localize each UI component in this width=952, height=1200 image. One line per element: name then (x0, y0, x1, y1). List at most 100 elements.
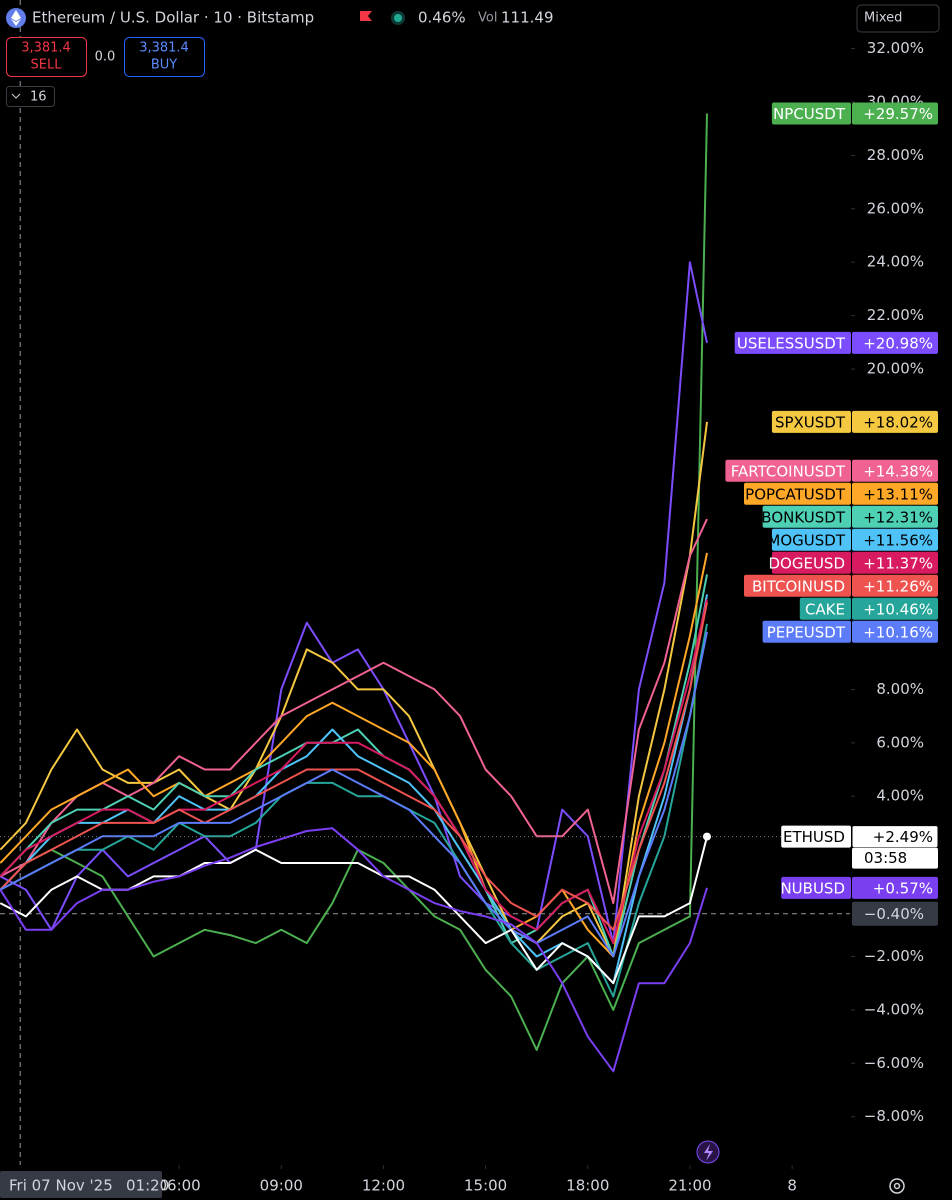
x-tick-label: 12:00 (362, 1177, 405, 1195)
spread: 0.0 (95, 50, 116, 65)
change: 0.46% (418, 9, 466, 27)
indicator-count[interactable]: 16 (30, 90, 47, 105)
series-line (0, 518, 708, 905)
sell-button[interactable] (6, 37, 87, 77)
y-tick-label: 32.00% (867, 39, 924, 57)
buy-button[interactable] (124, 37, 205, 77)
vol: 111.49 (501, 9, 554, 27)
x-tick-label: 21:00 (668, 1177, 711, 1195)
y-tick-label: 26.00% (867, 199, 924, 217)
value-label: +13.11% (863, 485, 933, 503)
crosshair-label-box (852, 901, 938, 926)
value-label-box (852, 876, 938, 899)
value-label: +11.26% (863, 577, 933, 595)
series-line (0, 623, 708, 998)
series-name: CAKE (805, 600, 845, 618)
value-label: +20.98% (863, 334, 933, 352)
symbol-title: Ethereum / U.S. Dollar · 10 · Bitstamp (32, 9, 314, 27)
countdown-box (852, 847, 938, 869)
series-line (0, 261, 708, 945)
value-label-box (852, 597, 938, 620)
series-label-box (734, 331, 851, 354)
series-line (0, 602, 708, 931)
settings-button[interactable] (889, 1178, 905, 1194)
series-name: NPCUSDT (773, 105, 846, 123)
chevron (11, 93, 21, 99)
value-label-box (852, 528, 938, 551)
y-tick-label: −8.00% (864, 1107, 924, 1125)
buy-price[interactable]: 3,381.4 (139, 41, 189, 56)
countdown: 03:58 (864, 849, 907, 867)
y-tick-label: 28.00% (867, 146, 924, 164)
sell-label[interactable]: SELL (31, 58, 63, 73)
sell-price[interactable]: 3,381.4 (21, 41, 71, 56)
value-label: +18.02% (863, 413, 933, 431)
series-name: USELESSUSDT (737, 334, 846, 352)
series-line (0, 421, 708, 958)
series-label-box (725, 459, 851, 482)
value-label-box (852, 459, 938, 482)
value-label: +0.57% (873, 879, 933, 897)
value-label: +11.56% (863, 531, 933, 549)
lightning-icon (704, 1144, 713, 1161)
value-label: +14.38% (863, 462, 933, 480)
buy-label[interactable]: BUY (151, 58, 177, 73)
value-label-box (852, 551, 938, 574)
series-name: ETHUSD (783, 828, 845, 846)
flag-icon[interactable] (360, 11, 372, 21)
series-label-box (771, 551, 851, 574)
value-label: +11.37% (863, 554, 933, 572)
crosshair-x-label: 01:20 (126, 1177, 169, 1195)
y-tick-label: −4.00% (864, 1000, 924, 1018)
value-label-box (852, 620, 938, 643)
y-tick-label: −2.00% (864, 947, 924, 965)
mode-select[interactable] (856, 4, 940, 33)
value-label-box (852, 482, 938, 505)
value-label: +12.31% (863, 508, 933, 526)
x-tick-label: 18:00 (566, 1177, 609, 1195)
vol-label: Vol (478, 11, 497, 26)
series-line (0, 631, 708, 958)
series-line (0, 827, 708, 1073)
series-label-box (771, 102, 851, 125)
x-tick-label: 15:00 (464, 1177, 507, 1195)
y-tick-label: 6.00% (876, 733, 924, 751)
value-label-box (852, 331, 938, 354)
mode[interactable]: Mixed (864, 11, 902, 26)
overlay: 32.00%30.00%28.00%26.00%24.00%22.00%20.0… (0, 39, 939, 1198)
value-label-box (852, 102, 938, 125)
x-tick-label: 06:00 (158, 1177, 201, 1195)
value-label: +10.46% (863, 600, 933, 618)
series-label-box (762, 620, 851, 643)
series-name: NUBUSD (780, 879, 845, 897)
y-tick-label: 20.00% (867, 360, 924, 378)
series-name: BONKUSDT (761, 508, 846, 526)
series-label-box (781, 825, 851, 848)
x-tick-label: 09:00 (260, 1177, 303, 1195)
series-label-box (744, 574, 851, 597)
series-label-box (781, 876, 851, 899)
series-label-box (771, 410, 851, 433)
series-name: POPCATUSDT (745, 485, 846, 503)
crosshair-date-box (0, 1171, 162, 1198)
value-label-box (852, 574, 938, 597)
y-tick-label: −6.00% (864, 1054, 924, 1072)
x-tick-label: 8 (787, 1177, 797, 1195)
series-line (0, 552, 708, 958)
series-name: MOGUSDT (767, 531, 845, 549)
value-label-box (852, 410, 938, 433)
y-tick-label: 24.00% (867, 253, 924, 271)
y-tick-label: 22.00% (867, 306, 924, 324)
y-tick-label: 4.00% (876, 787, 924, 805)
series-name: SPXUSDT (775, 413, 846, 431)
crosshair-y-label: −0.40% (864, 905, 924, 923)
series-name: PEPEUSDT (767, 623, 846, 641)
series-line (0, 599, 708, 945)
eth-icon-glyph (11, 10, 21, 26)
value-label: +10.16% (863, 623, 933, 641)
series-label-box (771, 528, 851, 551)
indicators-toggle[interactable] (6, 86, 55, 107)
value-label: +29.57% (863, 105, 933, 123)
series-label-box (762, 505, 851, 528)
